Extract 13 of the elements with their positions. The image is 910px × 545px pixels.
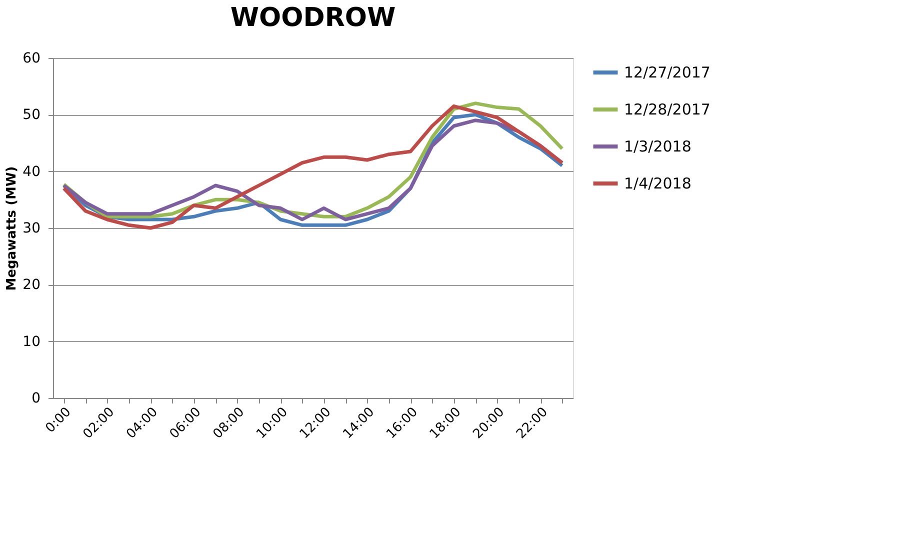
y-axis-title: Megawatts (MW) [4, 166, 20, 291]
legend-label: 1/3/2018 [624, 138, 692, 156]
y-tick-label: 60 [22, 50, 40, 66]
legend-label: 12/28/2017 [624, 100, 710, 118]
y-tick-label: 30 [22, 220, 40, 236]
y-tick-label: 0 [32, 390, 40, 406]
legend-label: 1/4/2018 [624, 174, 692, 192]
chart-title: WOODROW [230, 3, 396, 33]
y-tick-label: 50 [22, 107, 40, 124]
y-tick-label: 40 [22, 164, 40, 180]
y-tick-label: 10 [22, 334, 40, 350]
y-tick-label: 20 [22, 277, 40, 294]
legend-label: 12/27/2017 [624, 64, 710, 82]
